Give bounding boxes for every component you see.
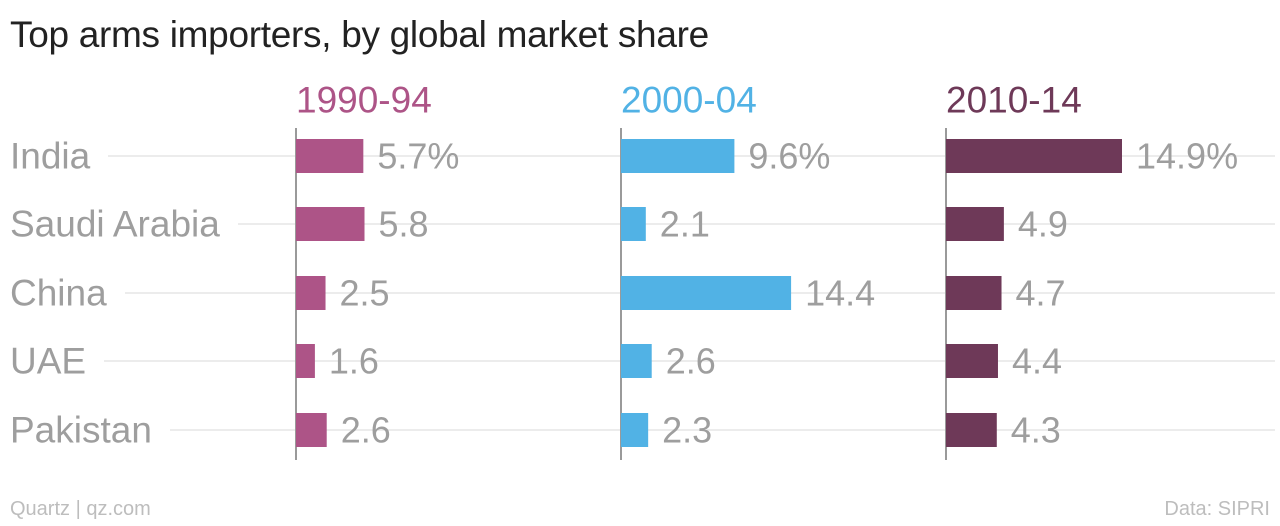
bar <box>946 276 1002 310</box>
data-label: 14.9% <box>1136 136 1238 177</box>
bar <box>946 207 1004 241</box>
bar <box>621 207 646 241</box>
data-label: 4.7 <box>1016 273 1066 314</box>
bar <box>621 413 649 447</box>
data-label: 9.6% <box>748 136 830 177</box>
bar <box>296 276 326 310</box>
bar <box>296 139 364 173</box>
bar <box>621 139 735 173</box>
bar <box>621 344 652 378</box>
data-label: 4.3 <box>1011 410 1061 451</box>
data-label: 5.8 <box>379 204 429 245</box>
category-label: Saudi Arabia <box>10 204 220 245</box>
data-label: 14.4 <box>805 273 875 314</box>
data-label: 2.6 <box>341 410 391 451</box>
data-label: 4.9 <box>1018 204 1068 245</box>
data-label: 4.4 <box>1012 341 1062 382</box>
chart-title: Top arms importers, by global market sha… <box>10 14 709 55</box>
data-label: 2.3 <box>662 410 712 451</box>
category-label: Pakistan <box>10 410 152 451</box>
panel-header: 2010-14 <box>946 80 1082 121</box>
data-label: 2.1 <box>660 204 710 245</box>
data-label: 1.6 <box>329 341 379 382</box>
data-label: 5.7% <box>377 136 459 177</box>
category-label: China <box>10 273 107 314</box>
bar <box>621 276 792 310</box>
category-label: India <box>10 136 91 177</box>
bar <box>296 207 365 241</box>
data-label: 2.5 <box>340 273 390 314</box>
data-label: 2.6 <box>666 341 716 382</box>
footer-credit: Quartz | qz.com <box>10 498 151 520</box>
panel-header: 1990-94 <box>296 80 432 121</box>
category-label: UAE <box>10 341 86 382</box>
bar <box>946 139 1122 173</box>
bar <box>296 413 327 447</box>
bar <box>946 344 998 378</box>
panel-header: 2000-04 <box>621 80 757 121</box>
bar <box>946 413 997 447</box>
bar <box>296 344 315 378</box>
footer-source: Data: SIPRI <box>1164 498 1270 520</box>
